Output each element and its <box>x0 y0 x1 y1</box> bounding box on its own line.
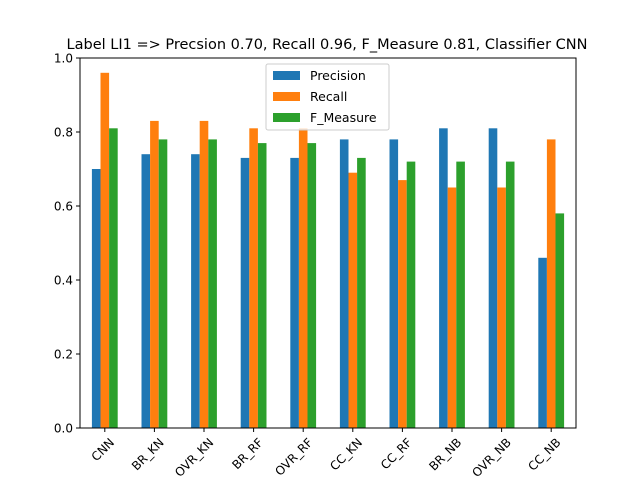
plot-frame <box>79 57 577 429</box>
bar-f-measure-cc-kn <box>357 157 366 428</box>
y-tick-label: 0.6 <box>54 200 73 214</box>
bar-precision-ovr-rf <box>290 157 299 428</box>
bar-recall-ovr-nb <box>497 187 506 428</box>
bar-recall-ovr-kn <box>199 120 209 429</box>
bar-precision-cc-kn <box>339 139 349 428</box>
y-tick-label: 0.4 <box>54 274 73 288</box>
bar-recall-ovr-rf <box>298 128 308 429</box>
legend: Precision Recall F_Measure <box>265 63 390 131</box>
bar-recall-br-rf <box>249 128 258 429</box>
bar-f-measure-br-rf <box>257 143 267 428</box>
legend-swatch <box>273 71 300 80</box>
bar-recall-cc-rf <box>398 180 407 428</box>
y-axis: 0.0 0.2 0.4 0.6 0.8 1.0 <box>54 52 80 436</box>
chart-title: Label LI1 => Precsion 0.70, Recall 0.96,… <box>67 37 588 53</box>
y-tick-label: 0.8 <box>54 126 73 140</box>
legend-swatch <box>273 113 300 122</box>
y-tick-label: 1.0 <box>54 52 73 66</box>
y-tick-label: 0.0 <box>54 422 73 436</box>
bar-f-measure-ovr-rf <box>307 143 317 428</box>
bar-f-measure-ovr-kn <box>208 139 217 428</box>
bars-layer <box>91 72 565 429</box>
legend-label: Precision <box>310 68 366 83</box>
bar-precision-cc-rf <box>389 139 399 428</box>
bar-f-measure-cc-nb <box>555 213 565 428</box>
bar-precision-cnn <box>91 169 101 428</box>
bar-recall-cc-kn <box>348 172 358 428</box>
y-tick-label: 0.2 <box>54 348 73 362</box>
legend-label: F_Measure <box>310 110 377 125</box>
bar-precision-ovr-nb <box>488 128 498 429</box>
bar-precision-br-rf <box>240 157 250 428</box>
legend-swatch <box>273 92 300 101</box>
bar-recall-cc-nb <box>546 139 556 428</box>
legend-label: Recall <box>310 89 347 104</box>
bar-precision-br-nb <box>439 128 448 429</box>
bar-f-measure-ovr-nb <box>505 161 515 428</box>
bar-recall-br-kn <box>150 120 159 429</box>
bar-recall-br-nb <box>447 187 457 428</box>
bar-precision-cc-nb <box>538 257 547 428</box>
bar-f-measure-br-nb <box>456 161 465 428</box>
bar-f-measure-cc-rf <box>406 161 416 428</box>
bar-recall-cnn <box>100 72 110 429</box>
bar-precision-ovr-kn <box>191 154 200 428</box>
bar-f-measure-br-kn <box>158 139 168 428</box>
bar-precision-br-kn <box>141 154 151 428</box>
bar-f-measure-cnn <box>109 128 118 429</box>
